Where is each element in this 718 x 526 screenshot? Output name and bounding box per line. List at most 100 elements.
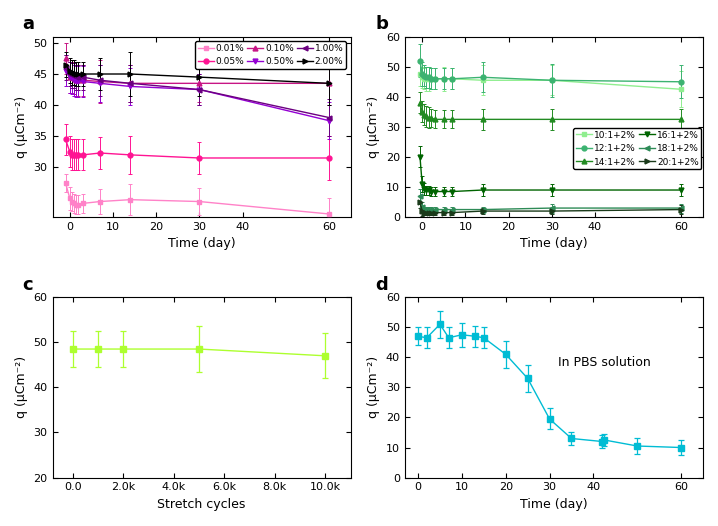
- 0.10%: [126, 80, 134, 86]
- 0.01%: [325, 211, 333, 217]
- Y-axis label: q (μCm⁻²): q (μCm⁻²): [368, 356, 381, 419]
- 12:1+2%: [547, 77, 556, 84]
- 16:1+2%: [448, 188, 457, 195]
- 0.05%: [72, 151, 80, 158]
- 20:1+2%: [547, 208, 556, 214]
- 18:1+2%: [677, 205, 686, 211]
- 0.10%: [72, 77, 80, 84]
- 10:1+2%: [547, 77, 556, 84]
- 20:1+2%: [416, 199, 424, 205]
- 14:1+2%: [448, 116, 457, 123]
- 10:1+2%: [478, 77, 487, 84]
- 12:1+2%: [439, 76, 448, 82]
- 12:1+2%: [426, 76, 435, 82]
- Line: 12:1+2%: 12:1+2%: [418, 58, 684, 84]
- Line: 10:1+2%: 10:1+2%: [418, 72, 684, 92]
- Line: 2.00%: 2.00%: [63, 62, 332, 86]
- 10:1+2%: [418, 74, 426, 80]
- 18:1+2%: [439, 206, 448, 213]
- Text: a: a: [23, 15, 34, 33]
- 16:1+2%: [418, 181, 426, 187]
- 14:1+2%: [422, 113, 431, 119]
- 12:1+2%: [431, 76, 439, 82]
- 12:1+2%: [416, 57, 424, 64]
- 0.01%: [67, 198, 76, 205]
- 2.00%: [78, 71, 87, 77]
- 20:1+2%: [420, 209, 429, 216]
- 0.50%: [67, 75, 76, 82]
- 18:1+2%: [547, 205, 556, 211]
- 0.50%: [195, 86, 204, 93]
- 10:1+2%: [416, 71, 424, 77]
- 20:1+2%: [677, 206, 686, 213]
- 18:1+2%: [416, 193, 424, 199]
- 14:1+2%: [547, 116, 556, 123]
- 0.50%: [78, 78, 87, 85]
- 0.10%: [78, 77, 87, 84]
- 1.00%: [74, 74, 83, 80]
- 0.01%: [78, 200, 87, 207]
- 2.00%: [95, 71, 104, 77]
- Line: 0.05%: 0.05%: [63, 137, 332, 160]
- 12:1+2%: [418, 71, 426, 77]
- 18:1+2%: [448, 206, 457, 213]
- Y-axis label: q (μCm⁻²): q (μCm⁻²): [15, 356, 28, 419]
- 16:1+2%: [416, 154, 424, 160]
- 0.01%: [65, 195, 74, 201]
- 0.10%: [70, 75, 78, 82]
- 14:1+2%: [439, 116, 448, 123]
- 2.00%: [325, 80, 333, 86]
- 20:1+2%: [426, 209, 435, 216]
- 10:1+2%: [426, 76, 435, 82]
- 0.50%: [325, 117, 333, 124]
- 12:1+2%: [422, 74, 431, 80]
- 1.00%: [67, 72, 76, 78]
- 0.10%: [74, 77, 83, 84]
- 14:1+2%: [478, 116, 487, 123]
- 0.05%: [61, 136, 70, 143]
- 2.00%: [74, 71, 83, 77]
- 16:1+2%: [439, 188, 448, 195]
- 1.00%: [70, 72, 78, 78]
- 0.50%: [126, 83, 134, 89]
- 1.00%: [65, 71, 74, 77]
- 0.05%: [195, 155, 204, 161]
- Line: 14:1+2%: 14:1+2%: [418, 100, 684, 122]
- 0.05%: [67, 151, 76, 158]
- 10:1+2%: [424, 76, 433, 82]
- Line: 0.10%: 0.10%: [63, 56, 332, 86]
- X-axis label: Time (day): Time (day): [168, 238, 236, 250]
- Text: In PBS solution: In PBS solution: [559, 356, 651, 369]
- Y-axis label: q (μCm⁻²): q (μCm⁻²): [368, 96, 381, 158]
- X-axis label: Time (day): Time (day): [520, 498, 588, 511]
- 0.10%: [95, 78, 104, 85]
- Line: 0.01%: 0.01%: [63, 180, 332, 216]
- Line: 20:1+2%: 20:1+2%: [418, 200, 684, 215]
- 14:1+2%: [426, 115, 435, 121]
- 12:1+2%: [424, 74, 433, 80]
- 1.00%: [61, 65, 70, 71]
- Line: 16:1+2%: 16:1+2%: [418, 155, 684, 194]
- Y-axis label: q (μCm⁻²): q (μCm⁻²): [15, 96, 28, 158]
- 0.05%: [74, 151, 83, 158]
- 14:1+2%: [424, 115, 433, 121]
- 18:1+2%: [418, 204, 426, 210]
- Text: d: d: [375, 276, 388, 294]
- 14:1+2%: [677, 116, 686, 123]
- Line: 1.00%: 1.00%: [63, 65, 332, 120]
- 2.00%: [126, 71, 134, 77]
- 12:1+2%: [478, 74, 487, 80]
- 10:1+2%: [431, 76, 439, 82]
- 2.00%: [61, 62, 70, 68]
- 20:1+2%: [424, 209, 433, 216]
- 20:1+2%: [448, 209, 457, 216]
- 0.50%: [72, 78, 80, 85]
- 1.00%: [72, 74, 80, 80]
- 10:1+2%: [677, 86, 686, 93]
- Text: b: b: [375, 15, 388, 33]
- 20:1+2%: [422, 209, 431, 216]
- 14:1+2%: [418, 109, 426, 115]
- 1.00%: [325, 114, 333, 120]
- 1.00%: [78, 74, 87, 80]
- 0.01%: [74, 201, 83, 208]
